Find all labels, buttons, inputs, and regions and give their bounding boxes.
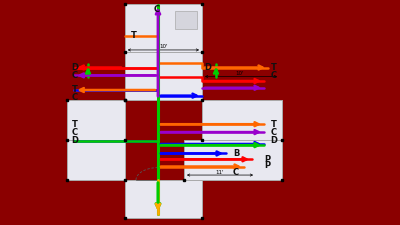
Text: D: D [71,136,78,145]
Text: 10': 10' [159,45,168,50]
Bar [175,11,197,29]
Text: C: C [71,71,78,80]
Text: D: D [71,63,78,72]
Bar [125,52,202,100]
Bar [184,140,282,180]
Text: B: B [233,148,239,157]
Text: P: P [264,155,270,164]
Bar [202,100,282,140]
Text: T: T [271,120,277,129]
Text: C: C [154,4,160,13]
Bar [67,100,125,140]
Text: D: D [204,63,212,72]
Bar [125,180,202,218]
Text: C: C [271,71,277,80]
Bar [125,4,202,52]
Text: P: P [264,161,270,170]
Text: C: C [71,93,78,102]
Text: 11': 11' [215,170,224,175]
Text: T: T [131,31,137,40]
Text: T: T [72,86,77,94]
Bar [67,140,125,180]
Text: C: C [233,168,239,177]
Text: C: C [71,128,78,137]
Text: 10': 10' [236,71,244,76]
Text: D: D [270,136,278,145]
Text: T: T [72,120,77,129]
Text: T: T [271,63,277,72]
Text: C: C [271,128,277,137]
